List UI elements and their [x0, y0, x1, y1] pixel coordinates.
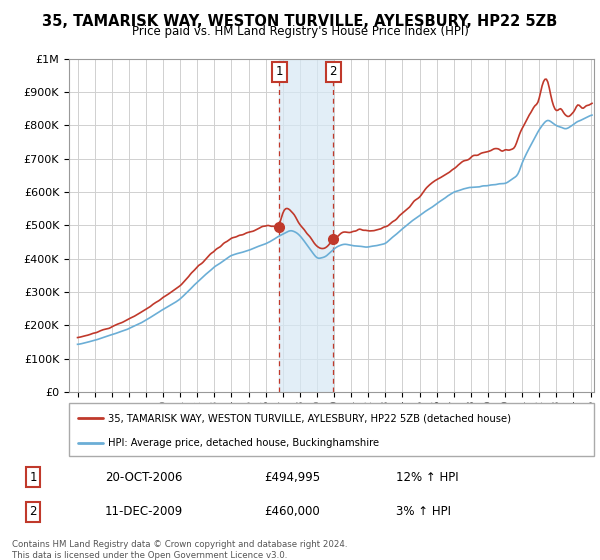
Text: Contains HM Land Registry data © Crown copyright and database right 2024.
This d: Contains HM Land Registry data © Crown c… [12, 540, 347, 559]
Text: 11-DEC-2009: 11-DEC-2009 [105, 505, 183, 518]
Text: 12% ↑ HPI: 12% ↑ HPI [396, 471, 458, 484]
Text: 35, TAMARISK WAY, WESTON TURVILLE, AYLESBURY, HP22 5ZB: 35, TAMARISK WAY, WESTON TURVILLE, AYLES… [43, 14, 557, 29]
Text: 2: 2 [329, 66, 337, 78]
Text: 20-OCT-2006: 20-OCT-2006 [105, 471, 182, 484]
Text: 2: 2 [29, 505, 37, 518]
Text: HPI: Average price, detached house, Buckinghamshire: HPI: Average price, detached house, Buck… [109, 437, 380, 447]
Text: 35, TAMARISK WAY, WESTON TURVILLE, AYLESBURY, HP22 5ZB (detached house): 35, TAMARISK WAY, WESTON TURVILLE, AYLES… [109, 413, 511, 423]
Text: £494,995: £494,995 [264, 471, 320, 484]
Text: 1: 1 [29, 471, 37, 484]
Text: Price paid vs. HM Land Registry's House Price Index (HPI): Price paid vs. HM Land Registry's House … [131, 25, 469, 38]
Text: 1: 1 [275, 66, 283, 78]
Bar [280, 59, 333, 392]
Text: 3% ↑ HPI: 3% ↑ HPI [396, 505, 451, 518]
Text: £460,000: £460,000 [264, 505, 320, 518]
